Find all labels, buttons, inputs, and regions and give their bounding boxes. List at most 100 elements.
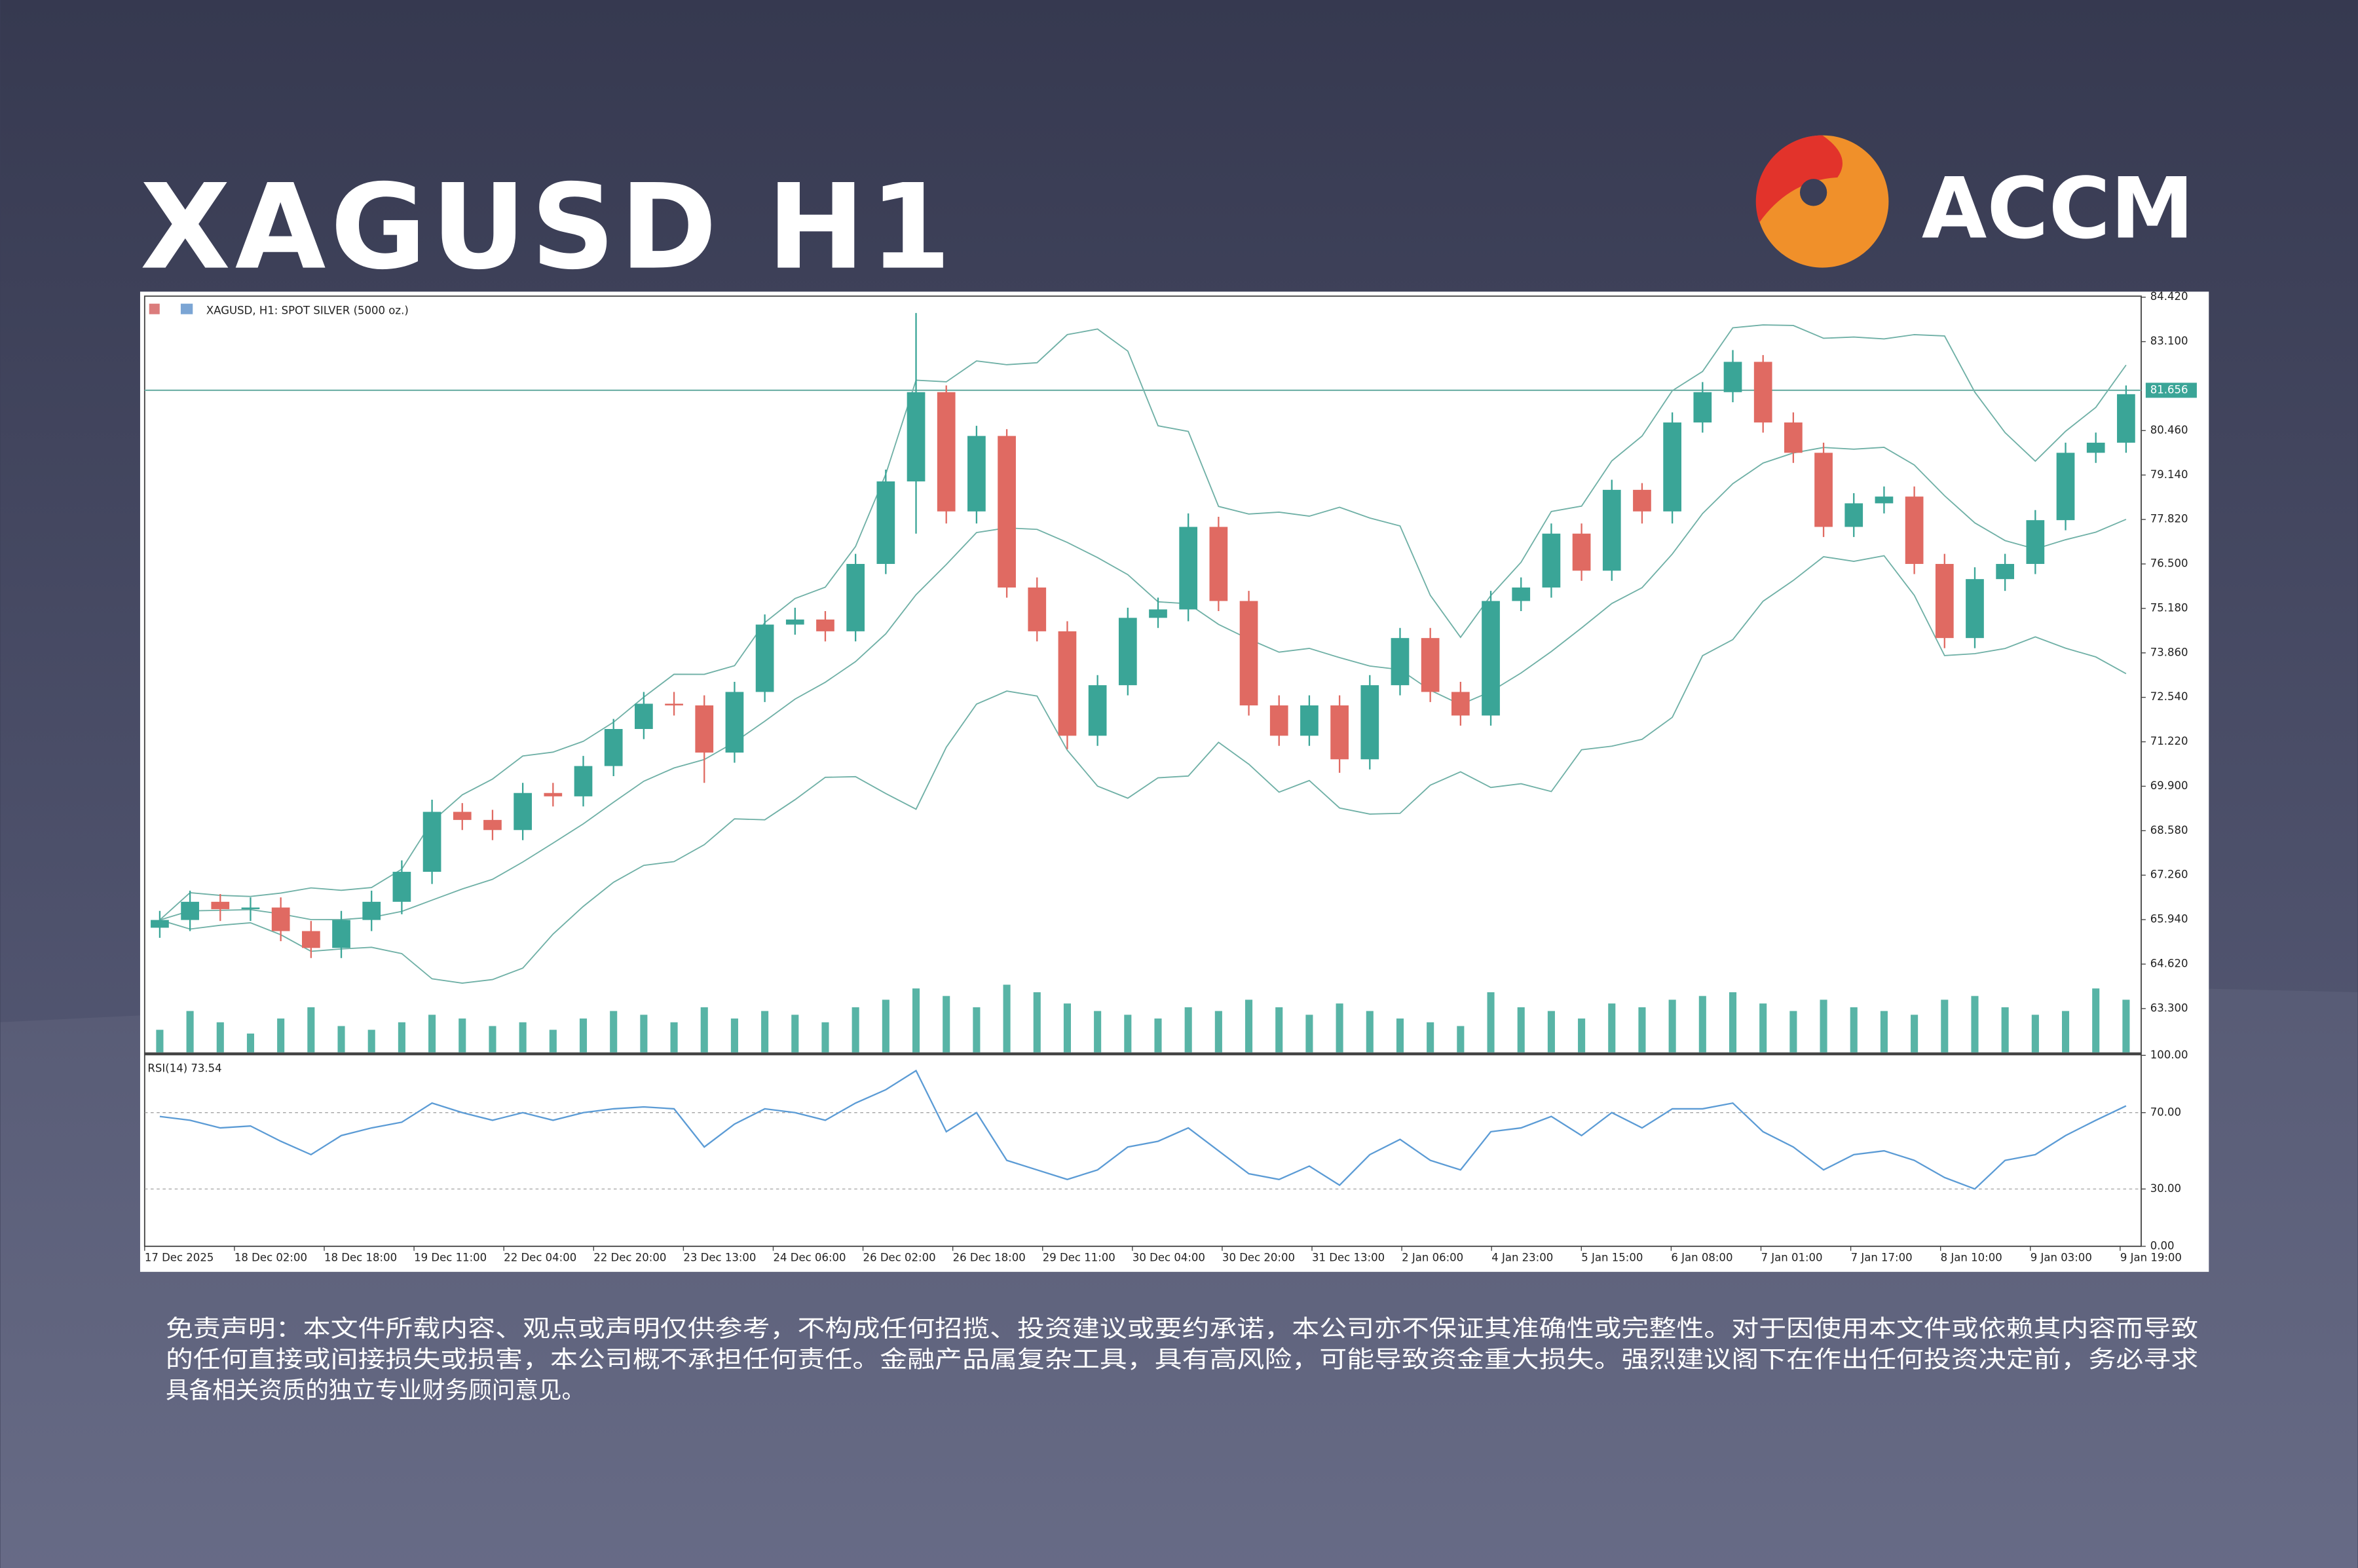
volume-bar	[1427, 1022, 1434, 1053]
candle-body	[1844, 503, 1863, 527]
candle-body	[1784, 422, 1803, 453]
candle-body	[1028, 588, 1047, 631]
candle-body	[1482, 601, 1500, 716]
volume-bar	[277, 1018, 285, 1053]
x-tick-label: 6 Jan 08:00	[1671, 1252, 1732, 1264]
chart: XAGUSD, H1: SPOT SILVER (5000 oz.) RSI(1…	[143, 290, 2197, 1264]
volume-bar	[1608, 1003, 1616, 1053]
x-tick-label: 17 Dec 2025	[145, 1252, 214, 1264]
volume-bar	[458, 1018, 466, 1053]
candle-body	[574, 766, 593, 796]
bollinger-band	[159, 324, 2127, 921]
candle-body	[967, 436, 986, 512]
candle-body	[1693, 392, 1712, 423]
candle-body	[1179, 527, 1198, 610]
y-tick-label: 75.180	[2150, 601, 2188, 614]
candle-body	[1996, 564, 2015, 580]
volume-bar	[1396, 1018, 1404, 1053]
volume-bar	[852, 1007, 859, 1053]
x-tick-label: 23 Dec 13:00	[683, 1252, 756, 1264]
volume-bar	[973, 1007, 981, 1053]
volume-bar	[761, 1011, 769, 1053]
logo-mark	[1799, 179, 1827, 206]
candle-body	[1966, 579, 1984, 639]
volume-bar	[579, 1018, 588, 1053]
candle-body	[301, 931, 320, 948]
candle-body	[271, 907, 290, 931]
x-tick-label: 4 Jan 23:00	[1491, 1252, 1553, 1264]
page-title: XAGUSD H1	[140, 160, 956, 296]
volume-bar	[1638, 1007, 1646, 1053]
volume-bar	[2001, 1007, 2009, 1053]
volume-bar	[2092, 988, 2100, 1053]
volume-bar	[1094, 1011, 1102, 1053]
y-tick-label: 68.580	[2150, 824, 2188, 836]
volume-bar	[1911, 1015, 1918, 1053]
y-tick-label: 64.620	[2150, 957, 2188, 969]
volume-bar	[1850, 1007, 1858, 1053]
candle-body	[1058, 631, 1077, 736]
candle-body	[785, 619, 804, 625]
volume-bar	[1184, 1007, 1192, 1053]
y-tick-label: 65.940	[2150, 913, 2188, 925]
candle-body	[1905, 496, 1924, 565]
volume-bar	[216, 1022, 224, 1053]
volume-bar	[398, 1022, 405, 1053]
volume-bar	[1547, 1011, 1555, 1053]
y-tick-label: 69.900	[2150, 779, 2188, 792]
volume-bar	[367, 1030, 375, 1053]
x-tick-label: 7 Jan 17:00	[1851, 1252, 1913, 1264]
candle-body	[1723, 362, 1742, 392]
candle-body	[1088, 685, 1107, 736]
candle-body	[151, 920, 169, 928]
volume-bar	[186, 1011, 194, 1053]
candle-body	[1269, 705, 1288, 736]
volume-bar	[1154, 1018, 1162, 1053]
volume-bar	[337, 1026, 345, 1053]
candle-body	[1935, 564, 1954, 639]
candle-body	[1572, 533, 1591, 571]
candle-body	[453, 812, 472, 820]
rsi-tick-label: 0.00	[2150, 1239, 2175, 1252]
x-tick-label: 8 Jan 10:00	[1941, 1252, 2002, 1264]
volume-bar	[610, 1011, 618, 1053]
volume-bar	[640, 1015, 648, 1053]
volume-bar	[1698, 996, 1706, 1053]
candle-body	[1753, 362, 1772, 423]
volume-bar	[1245, 999, 1253, 1053]
volume-bar	[2122, 999, 2130, 1053]
candle-body	[1360, 685, 1379, 760]
candle-body	[422, 812, 441, 872]
x-tick-label: 31 Dec 13:00	[1312, 1252, 1385, 1264]
candle-body	[1118, 618, 1137, 686]
candle-body	[1663, 422, 1681, 512]
x-tick-label: 9 Jan 19:00	[2120, 1252, 2182, 1264]
x-tick-label: 7 Jan 01:00	[1761, 1252, 1822, 1264]
candle-body	[695, 705, 714, 753]
candle-body	[604, 729, 623, 766]
x-tick-label: 22 Dec 04:00	[504, 1252, 576, 1264]
logo-mark	[1755, 135, 1843, 223]
x-tick-label: 30 Dec 20:00	[1222, 1252, 1295, 1264]
candle-body	[665, 703, 683, 706]
rsi-title: RSI(14) 73.54	[147, 1062, 221, 1074]
candle-body	[1330, 705, 1349, 760]
volume-bar	[1063, 1003, 1071, 1053]
candle-body	[392, 872, 411, 902]
disclaimer-line: 的任何直接或间接损失或损害，本公司概不承担任何责任。金融产品属复杂工具，具有高风…	[166, 1347, 2198, 1373]
x-tick-label: 18 Dec 02:00	[234, 1252, 307, 1264]
candle-body	[998, 436, 1016, 588]
x-tick-label: 5 Jan 15:00	[1581, 1252, 1643, 1264]
volume-bar	[1457, 1026, 1465, 1053]
volume-bar	[2061, 1011, 2070, 1053]
candle-body	[1512, 588, 1531, 601]
candle-body	[2117, 394, 2135, 443]
y-tick-label: 72.540	[2150, 690, 2188, 703]
x-tick-label: 24 Dec 06:00	[773, 1252, 846, 1264]
y-tick-label: 83.100	[2150, 335, 2188, 347]
candle-body	[514, 793, 532, 831]
volume-bar	[2031, 1015, 2039, 1053]
rsi-tick-label: 70.00	[2150, 1106, 2181, 1118]
volume-bar	[1578, 1018, 1586, 1053]
y-tick-label: 73.860	[2150, 646, 2188, 658]
